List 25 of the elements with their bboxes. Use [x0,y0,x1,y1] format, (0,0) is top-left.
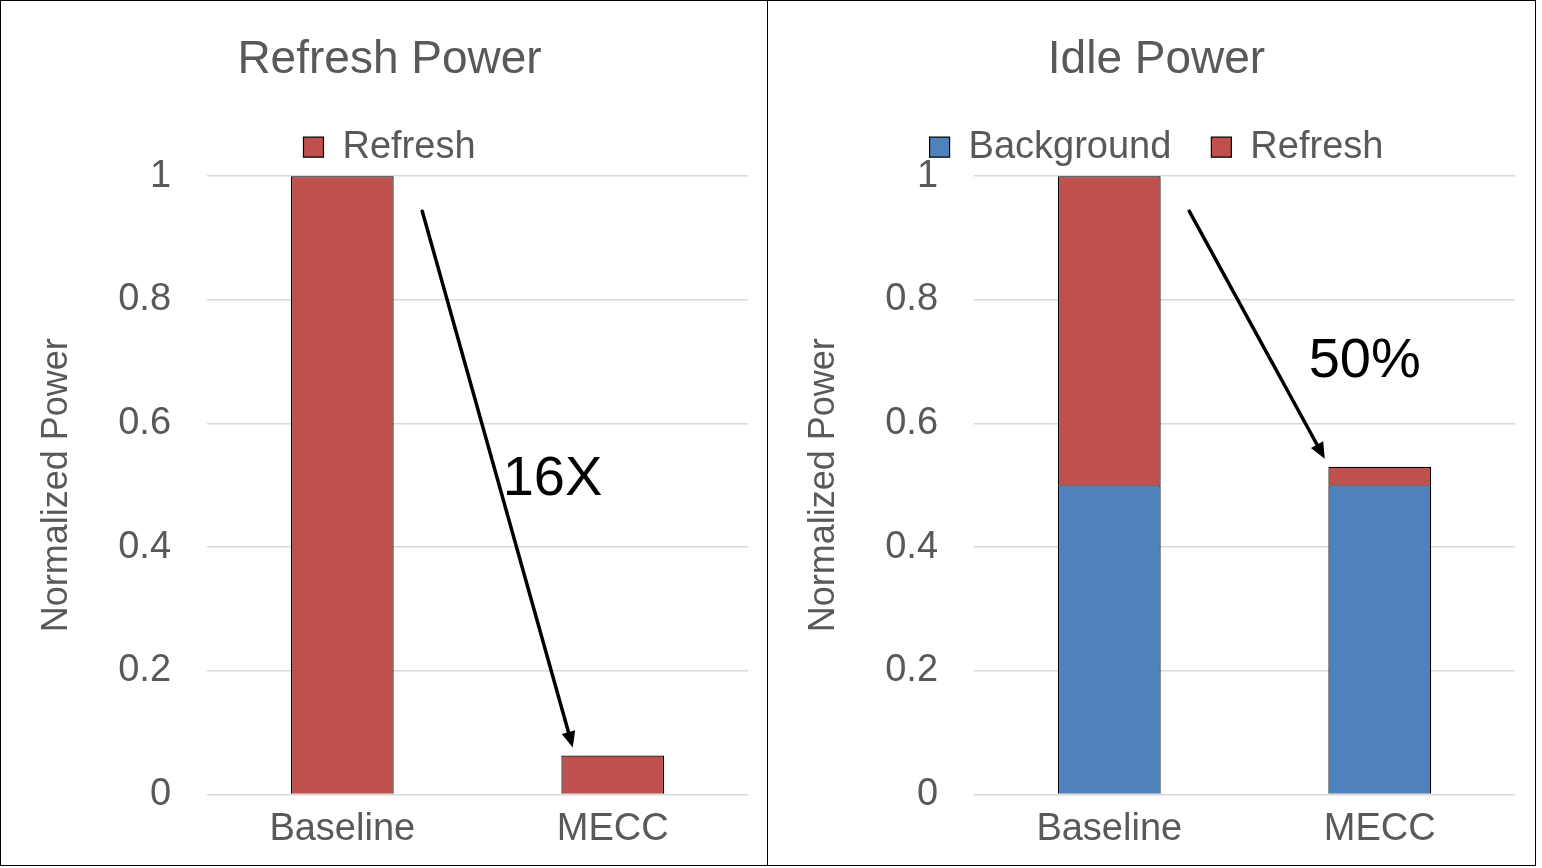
y-tick-label: 0.6 [885,399,939,442]
y-tick-label: 0.8 [118,276,172,319]
y-tick-label: 1 [916,152,939,195]
y-tick-label: 0 [149,770,172,813]
annotation: 50% [1308,326,1421,390]
legend-label: Refresh [342,123,476,166]
x-tick-label: Baseline [1036,805,1183,848]
y-tick-label: 0 [916,770,939,813]
legend-label: Background [968,123,1172,166]
y-tick-label: 0.8 [885,276,939,319]
legend-label: Refresh [1250,123,1384,166]
y-tick-label: 0.4 [885,523,939,566]
y-tick-label: 1 [149,152,172,195]
y-axis-title: Normalized Power [800,338,842,633]
x-tick-label: MECC [1323,805,1436,848]
x-tick-label: Baseline [269,805,416,848]
y-tick-label: 0.4 [118,523,172,566]
x-tick-label: MECC [556,805,669,848]
y-tick-label: 0.6 [118,399,172,442]
y-tick-label: 0.2 [885,647,939,690]
chart-title: Idle Power [1047,31,1266,84]
annotation: 16X [502,443,603,507]
chart-title: Refresh Power [237,31,542,84]
y-tick-label: 0.2 [118,647,172,690]
y-axis-title: Normalized Power [33,338,75,633]
